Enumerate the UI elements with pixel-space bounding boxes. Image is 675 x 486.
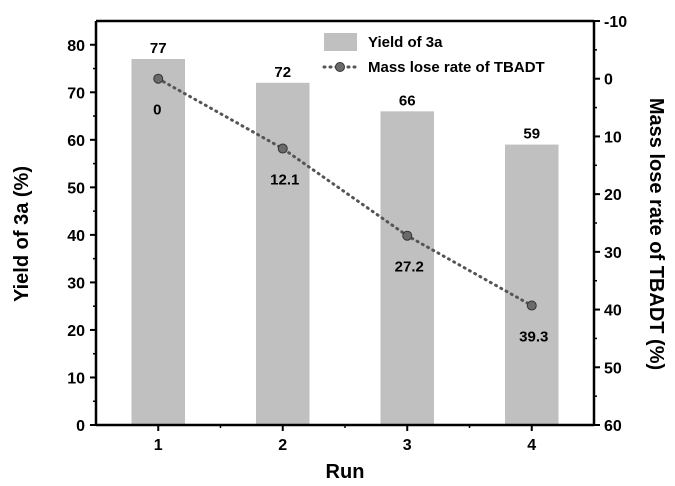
y-tick-label-right: 60: [604, 418, 622, 435]
y-tick-label-left: 60: [67, 133, 85, 150]
y-tick-label-left: 50: [67, 180, 85, 197]
line-value-label: 27.2: [395, 259, 424, 276]
x-tick-label: 2: [278, 437, 287, 454]
mass-lose-line: [156, 77, 534, 308]
mass-lose-point-run-3: [402, 230, 413, 241]
y-axis-title-left: Yield of 3a (%): [11, 166, 33, 302]
line-value-label: 0: [153, 102, 161, 119]
bars-layer: [131, 59, 559, 426]
bar-run-1: [131, 59, 186, 425]
legend-bar-label: Yield of 3a: [368, 34, 443, 51]
x-tick-label: 3: [403, 437, 412, 454]
bar-value-label: 77: [150, 40, 167, 57]
bar-value-label: 59: [523, 126, 540, 143]
y-tick-label-left: 10: [67, 370, 85, 387]
axes-layer: [90, 19, 600, 431]
y-tick-label-left: 20: [67, 323, 85, 340]
mass-lose-point-run-2: [277, 143, 288, 154]
y-tick-label-right: 30: [604, 245, 622, 262]
y-tick-label-left: 70: [67, 85, 85, 102]
legend-line-marker: [335, 62, 345, 72]
y-tick-label-right: -10: [604, 14, 627, 31]
y-tick-label-right: 50: [604, 360, 622, 377]
legend-line-label: Mass lose rate of TBADT: [368, 59, 545, 76]
y-tick-label-left: 40: [67, 228, 85, 245]
labels-layer: 0 10 20 30 40 50 60 70 80 60 50 40 30 20 10 0 -10 1 2 3 4 77 7…: [67, 14, 627, 454]
x-axis-title: Run: [326, 461, 365, 483]
y-tick-label-right: 40: [604, 303, 622, 320]
y-tick-label-left: 0: [76, 418, 85, 435]
mass-lose-point-run-4: [526, 300, 537, 311]
y-axis-title-right: Mass lose rate of TBADT (%): [645, 98, 667, 370]
bar-value-label: 66: [399, 92, 416, 109]
x-tick-label: 1: [154, 437, 163, 454]
bar-run-3: [380, 111, 435, 426]
y-tick-label-right: 10: [604, 129, 622, 146]
x-tick-label: 4: [527, 437, 536, 454]
y-tick-label-right: 0: [604, 72, 613, 89]
bar-run-2: [255, 82, 310, 425]
line-value-label: 39.3: [519, 329, 548, 346]
mass-lose-point-run-1: [153, 73, 164, 84]
y-tick-label-left: 30: [67, 275, 85, 292]
line-value-label: 12.1: [270, 172, 299, 189]
bar-value-label: 72: [274, 64, 291, 81]
legend-bar-swatch: [324, 33, 357, 51]
legend: Yield of 3a Mass lose rate of TBADT: [322, 33, 545, 76]
line-layer: [153, 73, 537, 311]
y-tick-label-right: 20: [604, 187, 622, 204]
y-tick-label-left: 80: [67, 38, 85, 55]
bar-run-4: [504, 144, 559, 425]
